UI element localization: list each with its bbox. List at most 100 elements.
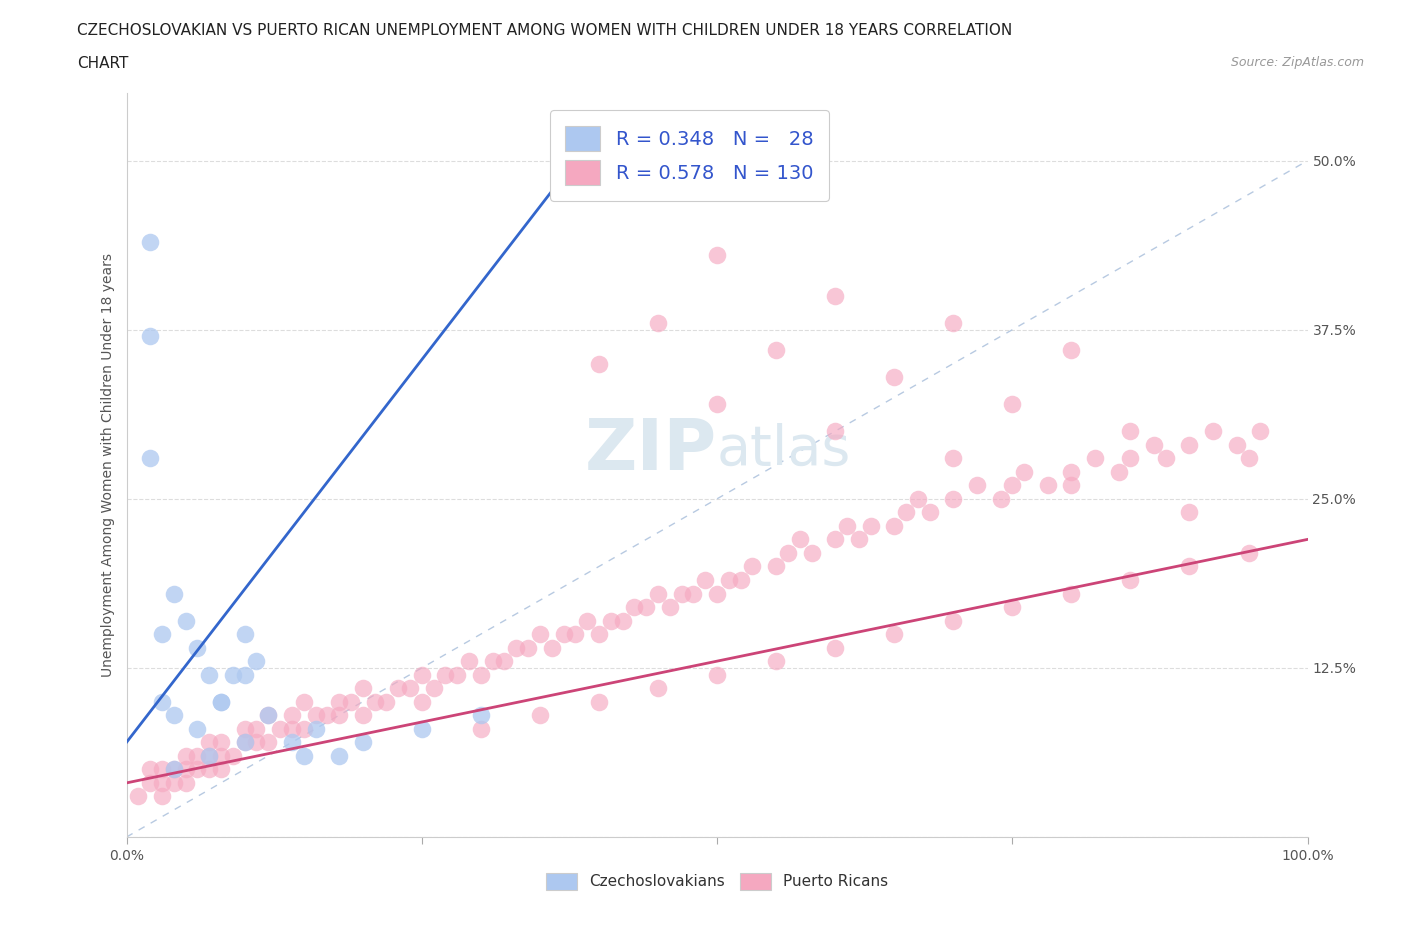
Point [918,505,941,520]
Point [198,735,221,750]
Point [233,627,256,642]
Point [281,735,304,750]
Point [328,695,350,710]
Point [636,600,658,615]
Point [894,505,917,520]
Point [540,640,562,655]
Point [186,722,208,737]
Point [209,735,232,750]
Point [824,288,846,303]
Point [848,532,870,547]
Point [647,681,669,696]
Point [422,681,444,696]
Point [942,315,965,330]
Point [800,546,823,561]
Point [1036,478,1059,493]
Point [1060,464,1083,479]
Point [824,640,846,655]
Text: CHART: CHART [77,56,129,71]
Point [209,695,232,710]
Point [966,478,988,493]
Point [1237,451,1260,466]
Point [328,708,350,723]
Point [328,749,350,764]
Point [292,749,315,764]
Point [1060,478,1083,493]
Point [139,234,162,249]
Point [150,776,173,790]
Point [942,491,965,506]
Point [174,762,197,777]
Point [576,613,599,628]
Text: ZIP: ZIP [585,416,717,485]
Point [1119,424,1142,439]
Point [658,600,681,615]
Point [163,762,186,777]
Point [1001,397,1024,412]
Point [883,518,905,533]
Point [222,667,245,682]
Point [553,627,575,642]
Point [1226,437,1249,452]
Point [458,654,481,669]
Point [564,627,586,642]
Point [292,722,315,737]
Point [174,776,197,790]
Point [316,708,339,723]
Point [907,491,929,506]
Point [209,695,232,710]
Point [776,546,799,561]
Point [1237,546,1260,561]
Point [198,762,221,777]
Point [1060,586,1083,601]
Point [352,681,374,696]
Point [741,559,763,574]
Point [706,586,728,601]
Text: Source: ZipAtlas.com: Source: ZipAtlas.com [1230,56,1364,69]
Point [835,518,858,533]
Point [150,762,173,777]
Point [352,708,374,723]
Point [257,708,280,723]
Point [612,613,634,628]
Point [481,654,503,669]
Point [411,722,433,737]
Point [186,762,208,777]
Point [446,667,468,682]
Point [198,667,221,682]
Point [411,667,433,682]
Point [717,573,740,588]
Point [233,735,256,750]
Point [163,762,186,777]
Point [505,640,527,655]
Point [1143,437,1166,452]
Point [245,654,267,669]
Point [233,667,256,682]
Point [139,329,162,344]
Point [434,667,457,682]
Point [257,708,280,723]
Point [1001,478,1024,493]
Point [163,708,186,723]
Point [1154,451,1177,466]
Point [198,749,221,764]
Y-axis label: Unemployment Among Women with Children Under 18 years: Unemployment Among Women with Children U… [101,253,115,677]
Point [233,735,256,750]
Point [883,369,905,384]
Point [647,586,669,601]
Point [599,613,621,628]
Point [682,586,704,601]
Point [269,722,291,737]
Point [517,640,540,655]
Point [163,586,186,601]
Point [399,681,422,696]
Point [174,613,197,628]
Point [1202,424,1225,439]
Point [257,735,280,750]
Point [150,789,173,804]
Legend: Czechoslovakians, Puerto Ricans: Czechoslovakians, Puerto Ricans [540,867,894,897]
Point [824,424,846,439]
Text: atlas: atlas [717,423,852,477]
Point [494,654,516,669]
Point [139,762,162,777]
